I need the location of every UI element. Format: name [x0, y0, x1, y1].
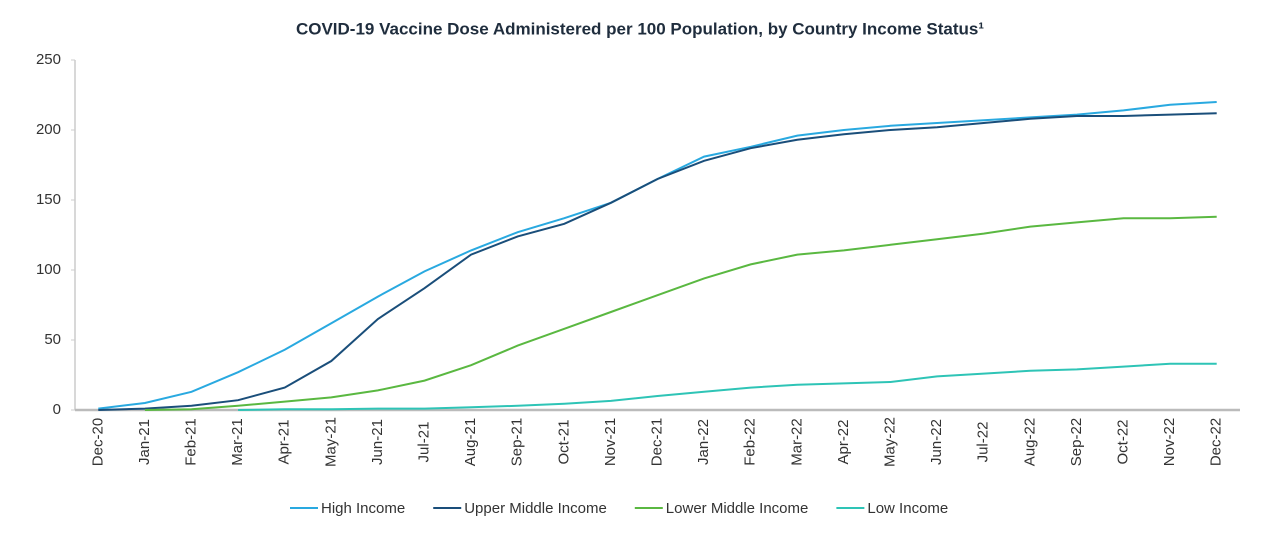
legend-label: Upper Middle Income	[464, 500, 607, 517]
y-tick-label: 0	[53, 401, 61, 418]
x-tick-label: Jun-21	[369, 419, 386, 465]
y-tick-label: 200	[36, 121, 61, 138]
x-tick-label: Apr-21	[276, 419, 293, 464]
series-line	[144, 215, 1217, 411]
legend-label: Low Income	[867, 500, 948, 517]
x-tick-label: Dec-20	[89, 418, 106, 466]
x-tick-label: Jan-21	[136, 419, 153, 465]
y-tick-label: 100	[36, 261, 61, 278]
series-line	[98, 112, 1217, 411]
x-tick-label: Jun-22	[928, 419, 945, 465]
x-tick-label: Dec-22	[1208, 418, 1225, 466]
x-tick-label: Feb-21	[182, 418, 199, 466]
y-tick-label: 50	[44, 331, 61, 348]
x-tick-label: Apr-22	[835, 419, 852, 464]
x-tick-label: Sep-22	[1068, 418, 1085, 466]
x-tick-label: Feb-22	[742, 418, 759, 466]
x-tick-label: Jul-21	[415, 422, 432, 463]
x-tick-label: Aug-21	[462, 418, 479, 466]
x-tick-label: May-21	[322, 417, 339, 467]
x-tick-label: Dec-21	[648, 418, 665, 466]
legend-label: Lower Middle Income	[666, 500, 809, 517]
series-line	[238, 362, 1217, 411]
x-tick-label: Nov-22	[1161, 418, 1178, 466]
y-tick-label: 250	[36, 51, 61, 68]
series-line	[98, 101, 1217, 410]
x-tick-label: Jul-22	[975, 422, 992, 463]
y-tick-label: 150	[36, 191, 61, 208]
chart-title: COVID-19 Vaccine Dose Administered per 1…	[296, 19, 984, 38]
x-tick-label: Nov-21	[602, 418, 619, 466]
x-tick-label: Mar-22	[788, 418, 805, 466]
x-tick-label: Oct-21	[555, 419, 572, 464]
x-tick-label: Jan-22	[695, 419, 712, 465]
x-tick-label: Sep-21	[509, 418, 526, 466]
legend-label: High Income	[321, 500, 405, 517]
x-tick-label: Mar-21	[229, 418, 246, 466]
x-tick-label: Oct-22	[1114, 419, 1131, 464]
x-tick-label: Aug-22	[1021, 418, 1038, 466]
x-tick-label: May-22	[881, 417, 898, 467]
